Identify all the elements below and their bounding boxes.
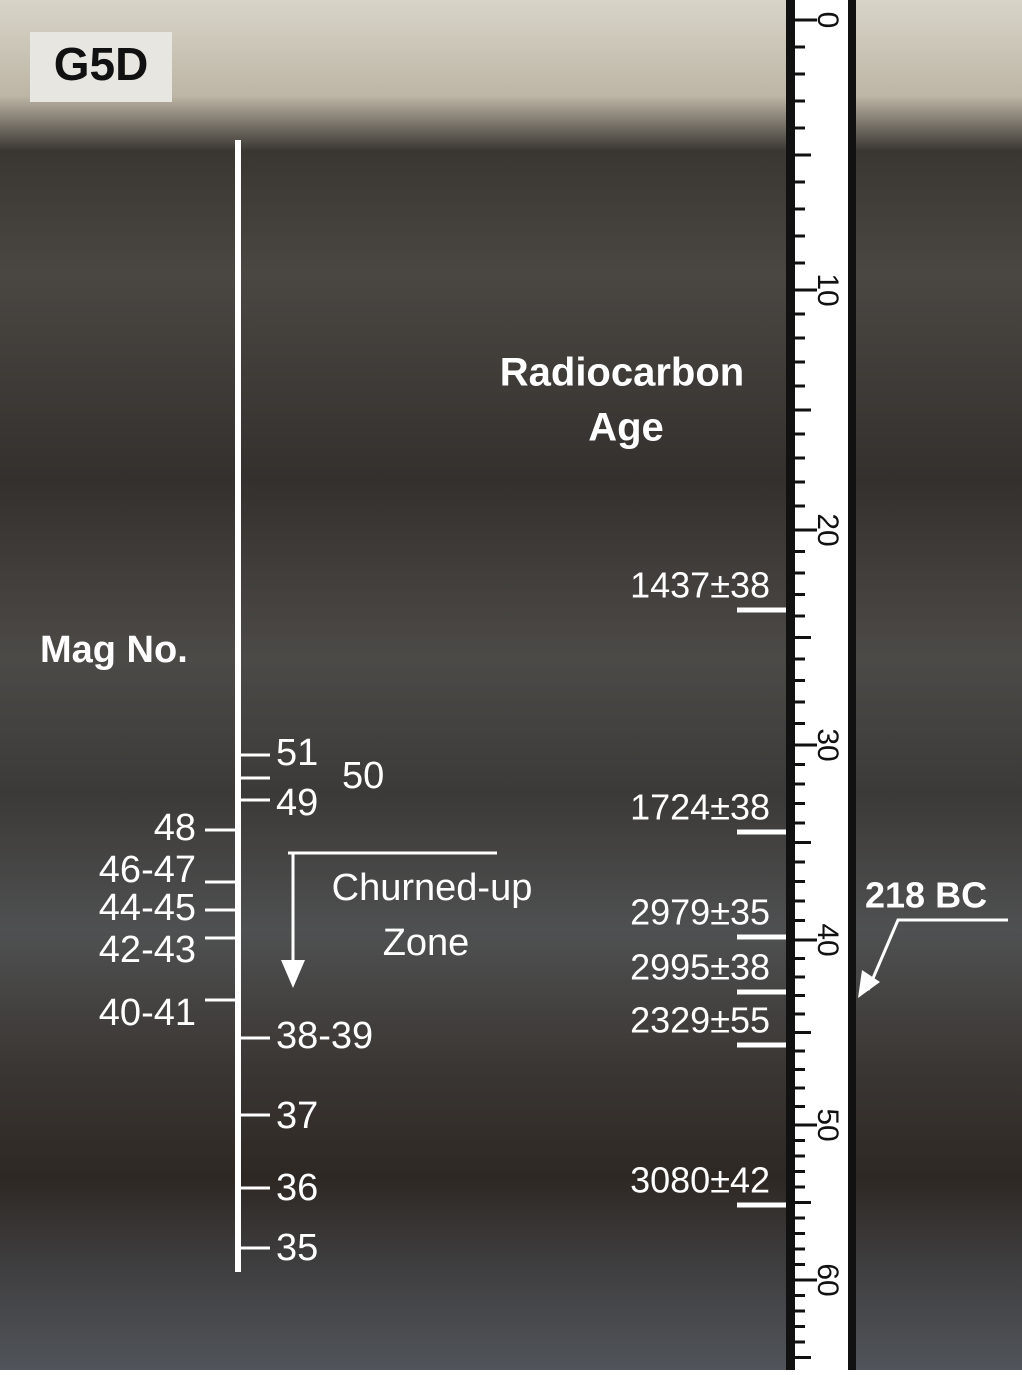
date-label: 1437±38 bbox=[630, 565, 770, 606]
mag-label: 38-39 bbox=[276, 1015, 373, 1057]
date-label: 1724±38 bbox=[630, 787, 770, 828]
mag-label: 40-41 bbox=[99, 992, 196, 1034]
mag-label: 36 bbox=[276, 1167, 318, 1209]
mag-label: 49 bbox=[276, 782, 318, 824]
event-label: 218 BC bbox=[865, 875, 987, 916]
soil-photo: G5D Mag No. Radiocarbon Age Churned-up Z… bbox=[0, 0, 1022, 1370]
mag-label: 50 bbox=[342, 755, 384, 797]
profile-label: G5D bbox=[54, 38, 149, 90]
radiocarbon-title: Radiocarbon bbox=[500, 351, 744, 395]
mag-label: 46-47 bbox=[99, 849, 196, 891]
mag-label: 35 bbox=[276, 1227, 318, 1269]
date-label: 2995±38 bbox=[630, 947, 770, 988]
date-label: 3080±42 bbox=[630, 1160, 770, 1201]
mag-title: Mag No. bbox=[40, 629, 188, 671]
soil-background bbox=[0, 0, 1022, 1370]
zone-label: Churned-up bbox=[332, 867, 533, 909]
ruler bbox=[795, 0, 848, 1370]
zone-label: Zone bbox=[383, 922, 470, 964]
mag-label: 48 bbox=[154, 807, 196, 849]
radiocarbon-title: Age bbox=[588, 406, 664, 450]
mag-label: 51 bbox=[276, 732, 318, 774]
mag-label: 37 bbox=[276, 1095, 318, 1137]
mag-label: 44-45 bbox=[99, 887, 196, 929]
mag-label: 42-43 bbox=[99, 929, 196, 971]
date-label: 2329±55 bbox=[630, 1000, 770, 1041]
date-label: 2979±35 bbox=[630, 892, 770, 933]
page: G5D Mag No. Radiocarbon Age Churned-up Z… bbox=[0, 0, 1022, 1370]
